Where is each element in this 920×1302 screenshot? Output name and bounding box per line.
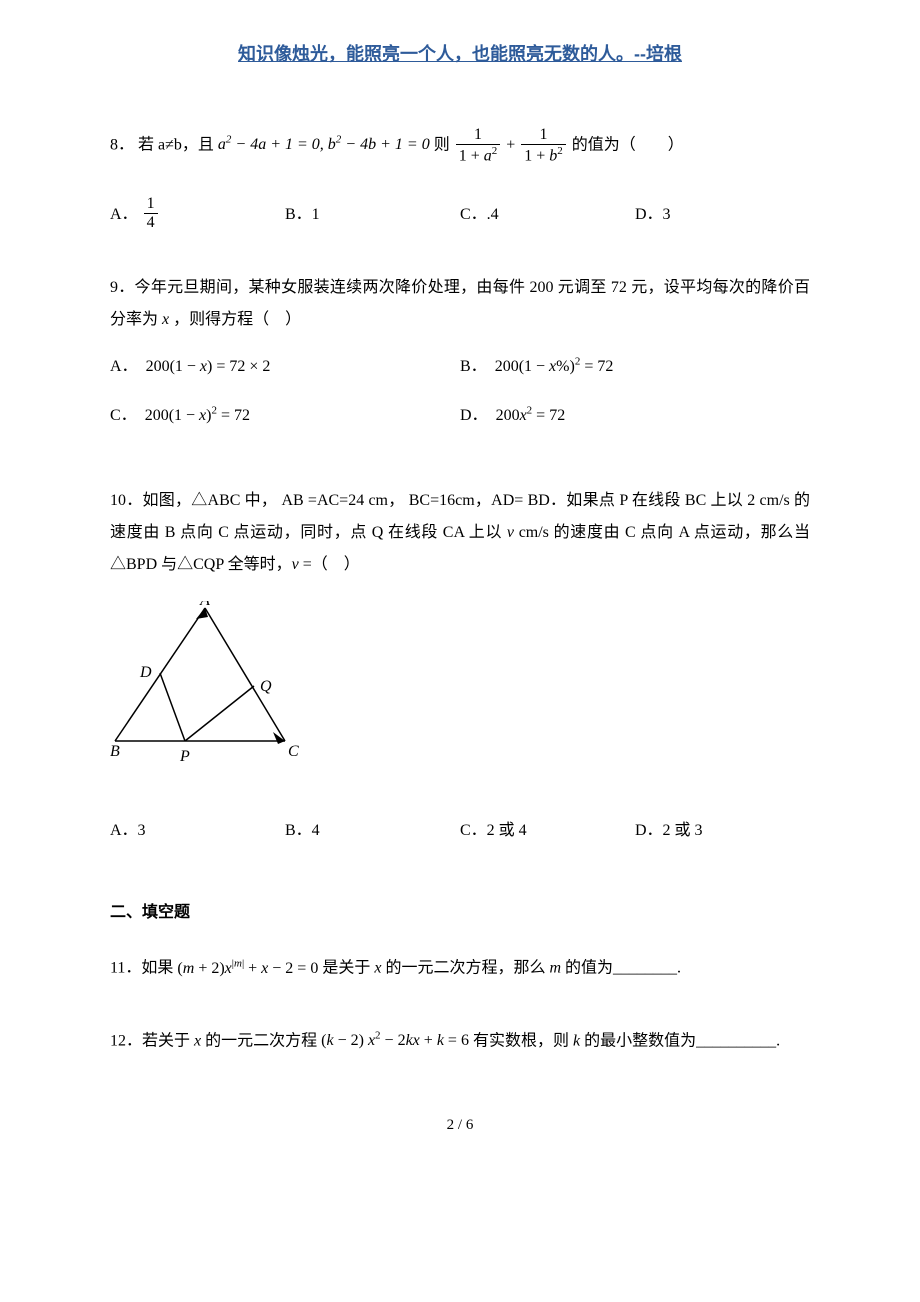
q8-stem-post: 的值为（ ） [572, 136, 684, 153]
q12-eq: (k − 2) x2 − 2kx + k = 6 [321, 1032, 469, 1049]
q8-options: A． 1 4 B．1 C．.4 D．3 [110, 195, 810, 232]
q8-opt-a: A． 1 4 [110, 195, 285, 232]
q9-opt-b-label: B． [460, 348, 487, 386]
q8-stem-pre: 若 a≠b，且 [138, 136, 214, 153]
q9-opt-a-label: A． [110, 348, 138, 386]
q10-opt-c: C．2 或 4 [460, 813, 635, 848]
q11-var2: m [549, 960, 561, 977]
edge-pq [185, 686, 254, 741]
edge-ac [205, 608, 285, 741]
header-quote: 知识像烛光，能照亮一个人，也能照亮无数的人。--培根 [110, 40, 810, 66]
page: 知识像烛光，能照亮一个人，也能照亮无数的人。--培根 8． 若 a≠b，且 a2… [0, 0, 920, 1174]
q9-opt-a-eq: 200(1 − x) = 72 × 2 [146, 348, 271, 386]
q8-opt-a-den: 4 [144, 214, 158, 232]
edge-dp [160, 673, 185, 741]
q9-stem-post: ，则得方程（ ） [173, 311, 301, 328]
q12-stem-mid2: 有实数根，则 [473, 1032, 569, 1049]
q8-frac1-den: 1 + a2 [456, 145, 501, 165]
q8-frac2: 1 1 + b2 [521, 126, 566, 165]
q12-var2: k [573, 1032, 580, 1049]
triangle-diagram: A B C D P Q [110, 601, 310, 771]
question-12: 12．若关于 x 的一元二次方程 (k − 2) x2 − 2kx + k = … [110, 1025, 810, 1057]
q11-var: x [374, 960, 381, 977]
q8-opt-c: C．.4 [460, 195, 635, 232]
q11-eq: (m + 2)x|m| + x − 2 = 0 [177, 960, 318, 977]
q8-opt-d: D．3 [635, 195, 810, 232]
q9-opt-b-eq: 200(1 − x%)2 = 72 [495, 348, 614, 386]
q9-opt-b: B． 200(1 − x%)2 = 72 [460, 348, 810, 386]
q10-options: A．3 B．4 C．2 或 4 D．2 或 3 [110, 813, 810, 848]
q10-stem3: =（ ） [299, 556, 360, 573]
label-b: B [110, 743, 120, 760]
q12-stem-mid: 的一元二次方程 [205, 1032, 317, 1049]
q10-var: v [507, 524, 514, 541]
q12-var: x [194, 1032, 201, 1049]
q8-stem-mid: 则 [434, 136, 450, 153]
q11-stem-mid: 是关于 [322, 960, 370, 977]
q9-opt-c-eq: 200(1 − x)2 = 72 [145, 397, 250, 435]
q8-frac2-num: 1 [521, 126, 566, 145]
page-footer: 2 / 6 [110, 1117, 810, 1134]
question-11: 11．如果 (m + 2)x|m| + x − 2 = 0 是关于 x 的一元二… [110, 952, 810, 984]
q10-var2: v [292, 556, 299, 573]
q8-label: 8． [110, 136, 134, 153]
q9-options: A． 200(1 − x) = 72 × 2 B． 200(1 − x%)2 =… [110, 348, 810, 445]
label-q: Q [260, 678, 272, 695]
q9-opt-a: A． 200(1 − x) = 72 × 2 [110, 348, 460, 386]
question-10: 10．如图，△ABC 中， AB =AC=24 cm， BC=16cm，AD= … [110, 485, 810, 848]
label-d: D [139, 664, 152, 681]
q10-opt-a: A．3 [110, 813, 285, 848]
q11-stem-pre: 11．如果 [110, 960, 173, 977]
label-c: C [288, 743, 299, 760]
q11-stem-post: 的值为________. [565, 960, 681, 977]
q12-stem-post: 的最小整数值为__________. [584, 1032, 780, 1049]
q9-var: x [162, 311, 169, 328]
q8-frac2-den: 1 + b2 [521, 145, 566, 165]
label-p: P [179, 748, 190, 765]
q9-opt-d-label: D． [460, 397, 488, 435]
q10-opt-b: B．4 [285, 813, 460, 848]
q8-frac1-num: 1 [456, 126, 501, 145]
q8-frac1: 1 1 + a2 [456, 126, 501, 165]
q9-opt-c: C． 200(1 − x)2 = 72 [110, 397, 460, 435]
label-a: A [199, 601, 210, 609]
q10-figure: A B C D P Q [110, 601, 810, 783]
q9-opt-d-eq: 200x2 = 72 [496, 397, 566, 435]
q11-stem-mid2: 的一元二次方程，那么 [385, 960, 545, 977]
q8-opt-b: B．1 [285, 195, 460, 232]
question-8: 8． 若 a≠b，且 a2 − 4a + 1 = 0, b2 − 4b + 1 … [110, 126, 810, 232]
question-9: 9．今年元旦期间，某种女服装连续两次降价处理，由每件 200 元调至 72 元，… [110, 272, 810, 445]
q8-plus: + [506, 136, 515, 153]
q10-opt-d: D．2 或 3 [635, 813, 810, 848]
q8-opt-a-label: A． [110, 197, 138, 232]
q9-opt-d: D． 200x2 = 72 [460, 397, 810, 435]
q8-opt-a-frac: 1 4 [144, 195, 158, 232]
q9-opt-c-label: C． [110, 397, 137, 435]
q12-stem-pre: 12．若关于 [110, 1032, 190, 1049]
section-2-title: 二、填空题 [110, 898, 810, 922]
q8-eq: a2 − 4a + 1 = 0, b2 − 4b + 1 = 0 [218, 136, 430, 153]
q8-opt-a-num: 1 [144, 195, 158, 214]
